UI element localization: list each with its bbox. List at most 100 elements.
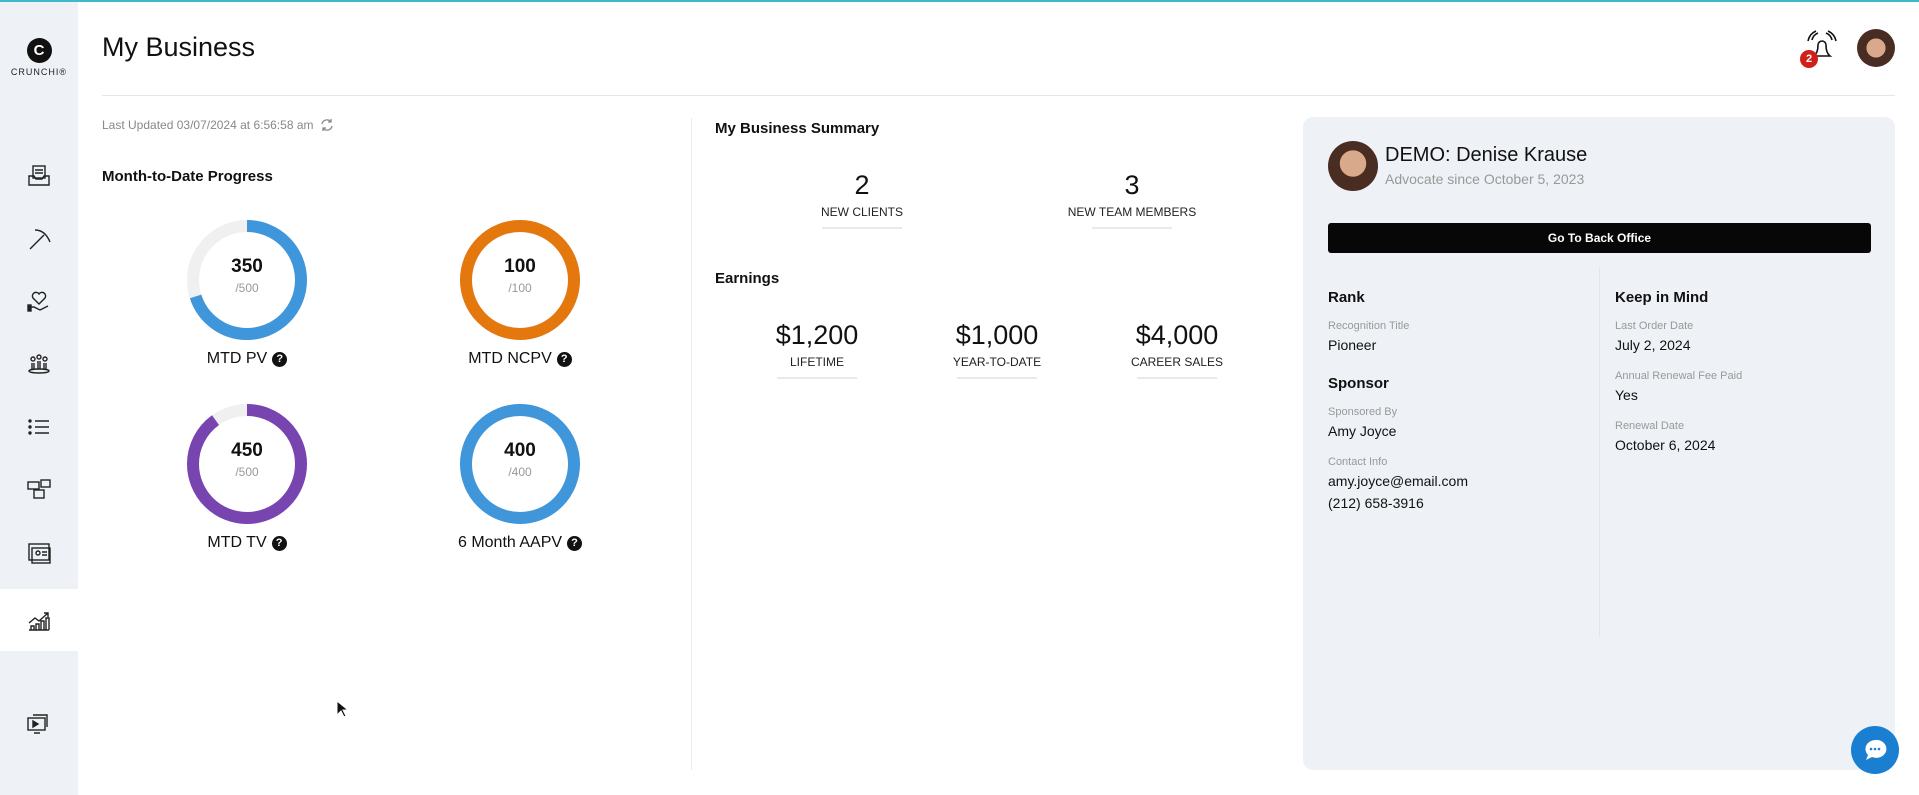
stat-new-team-members: 3 NEW TEAM MEMBERS	[1042, 170, 1222, 229]
ring-target: /500	[235, 465, 259, 479]
summary-heading: My Business Summary	[715, 120, 880, 137]
sponsor-heading: Sponsor	[1328, 375, 1389, 392]
team-icon	[28, 354, 50, 374]
stat-value: 3	[1124, 170, 1140, 200]
progress-ring: 350/500	[185, 218, 309, 342]
help-icon[interactable]: ?	[556, 351, 572, 367]
ring-fill	[187, 404, 307, 524]
earnings-value: $4,000	[1135, 320, 1219, 350]
earnings-value: $1,200	[775, 320, 859, 350]
earnings-label: LIFETIME	[789, 355, 844, 369]
ring-label: MTD NCPV?	[420, 350, 620, 368]
progress-ring: 450/500	[185, 402, 309, 526]
page-title: My Business	[102, 32, 256, 62]
earnings-lifetime: $1,200 LIFETIME	[727, 320, 907, 379]
sidebar-item-clients[interactable]	[0, 270, 78, 332]
ring-target: /100	[508, 281, 532, 295]
top-accent-line	[0, 0, 1919, 2]
contact-email[interactable]: amy.joyce@email.com	[1328, 473, 1468, 489]
sidebar-item-orders[interactable]	[0, 145, 78, 207]
notifications-button[interactable]: 2	[1800, 30, 1840, 71]
card-divider	[1599, 267, 1600, 637]
sidebar-item-tools[interactable]	[0, 208, 78, 270]
sponsored-by-label: Sponsored By	[1328, 406, 1398, 418]
chat-button[interactable]	[1851, 726, 1899, 774]
contact-phone[interactable]: (212) 658-3916	[1328, 495, 1424, 511]
renewal-fee-label: Annual Renewal Fee Paid	[1615, 370, 1743, 382]
rank-heading: Rank	[1328, 289, 1365, 306]
ring-label-text: 6 Month AAPV	[457, 534, 563, 551]
earnings-value: $1,000	[955, 320, 1039, 350]
ring-label: MTD PV?	[147, 350, 347, 368]
last-updated-text: Last Updated 03/07/2024 at 6:56:58 am	[102, 118, 314, 132]
earnings-heading: Earnings	[715, 270, 780, 287]
video-library-icon	[27, 714, 48, 734]
heart-hand-icon	[27, 291, 49, 312]
renewal-date-value: October 6, 2024	[1615, 437, 1716, 453]
sidebar-item-team[interactable]	[0, 333, 78, 395]
progress-ring: 100/100	[458, 218, 582, 342]
presentation-icon	[28, 543, 51, 564]
bell-icon	[1807, 30, 1837, 57]
progress-ring: 400/400	[458, 402, 582, 526]
ring-value: 350	[231, 256, 263, 277]
ring-label-text: MTD TV	[207, 534, 267, 551]
earnings-career-sales: $4,000 CAREER SALES	[1087, 320, 1267, 379]
header-divider	[102, 95, 1895, 96]
earnings-ytd: $1,000 YEAR-TO-DATE	[907, 320, 1087, 379]
last-order-label: Last Order Date	[1615, 320, 1694, 332]
recognition-label: Recognition Title	[1328, 320, 1410, 332]
help-icon[interactable]: ?	[567, 535, 583, 551]
back-office-button[interactable]: Go To Back Office	[1328, 223, 1871, 253]
stat-label: NEW CLIENTS	[820, 205, 903, 219]
ring-fill	[460, 404, 580, 524]
pickaxe-icon	[29, 229, 51, 250]
profile-card: DEMO: Denise Krause Advocate since Octob…	[1303, 117, 1895, 770]
stat-value: 2	[854, 170, 870, 200]
inbox-icon	[28, 165, 50, 186]
keep-in-mind-heading: Keep in Mind	[1615, 289, 1709, 306]
earnings-label: CAREER SALES	[1130, 355, 1224, 369]
ring-value: 400	[504, 440, 536, 461]
sidebar: C CRUNCHI®	[0, 2, 78, 795]
contact-label: Contact Info	[1328, 456, 1388, 468]
stat-new-clients: 2 NEW CLIENTS	[772, 170, 952, 229]
sidebar-item-media[interactable]	[0, 458, 78, 520]
column-divider	[691, 118, 692, 770]
sidebar-item-list[interactable]	[0, 396, 78, 458]
ring-label-text: MTD PV	[206, 350, 268, 367]
ring-label: MTD TV?	[147, 534, 347, 552]
profile-name: DEMO: Denise Krause	[1385, 144, 1588, 166]
profile-since: Advocate since October 5, 2023	[1385, 171, 1585, 187]
earnings-label: YEAR-TO-DATE	[952, 355, 1042, 369]
ring-value: 100	[504, 256, 536, 277]
refresh-icon[interactable]	[320, 118, 334, 132]
user-avatar[interactable]	[1857, 29, 1895, 67]
sidebar-item-presentations[interactable]	[0, 522, 78, 584]
chart-growth-icon	[28, 612, 50, 631]
mouse-cursor-icon	[336, 700, 348, 718]
sidebar-item-videos[interactable]	[0, 692, 78, 754]
profile-avatar	[1328, 141, 1378, 191]
ring-fill	[187, 220, 307, 340]
renewal-fee-value: Yes	[1615, 387, 1638, 403]
ring-target: /500	[235, 281, 259, 295]
sponsored-by-value: Amy Joyce	[1328, 423, 1397, 439]
notification-badge: 2	[1800, 50, 1818, 68]
recognition-value: Pioneer	[1328, 337, 1377, 353]
chat-icon	[1865, 739, 1887, 760]
help-icon[interactable]: ?	[271, 535, 287, 551]
logo-text: CRUNCHI®	[10, 67, 68, 77]
mtd-progress-heading: Month-to-Date Progress	[102, 168, 273, 185]
help-icon[interactable]: ?	[272, 351, 288, 367]
last-order-value: July 2, 2024	[1615, 337, 1691, 353]
list-icon	[28, 419, 49, 435]
crunchi-logo[interactable]: C CRUNCHI®	[0, 38, 78, 77]
logo-mark: C	[26, 38, 52, 63]
ring-target: /400	[508, 465, 532, 479]
ring-label-text: MTD NCPV	[468, 350, 552, 367]
ring-label: 6 Month AAPV?	[420, 534, 620, 552]
stat-label: NEW TEAM MEMBERS	[1067, 205, 1197, 219]
sidebar-item-my-business[interactable]	[0, 589, 78, 651]
ring-fill	[460, 220, 580, 340]
